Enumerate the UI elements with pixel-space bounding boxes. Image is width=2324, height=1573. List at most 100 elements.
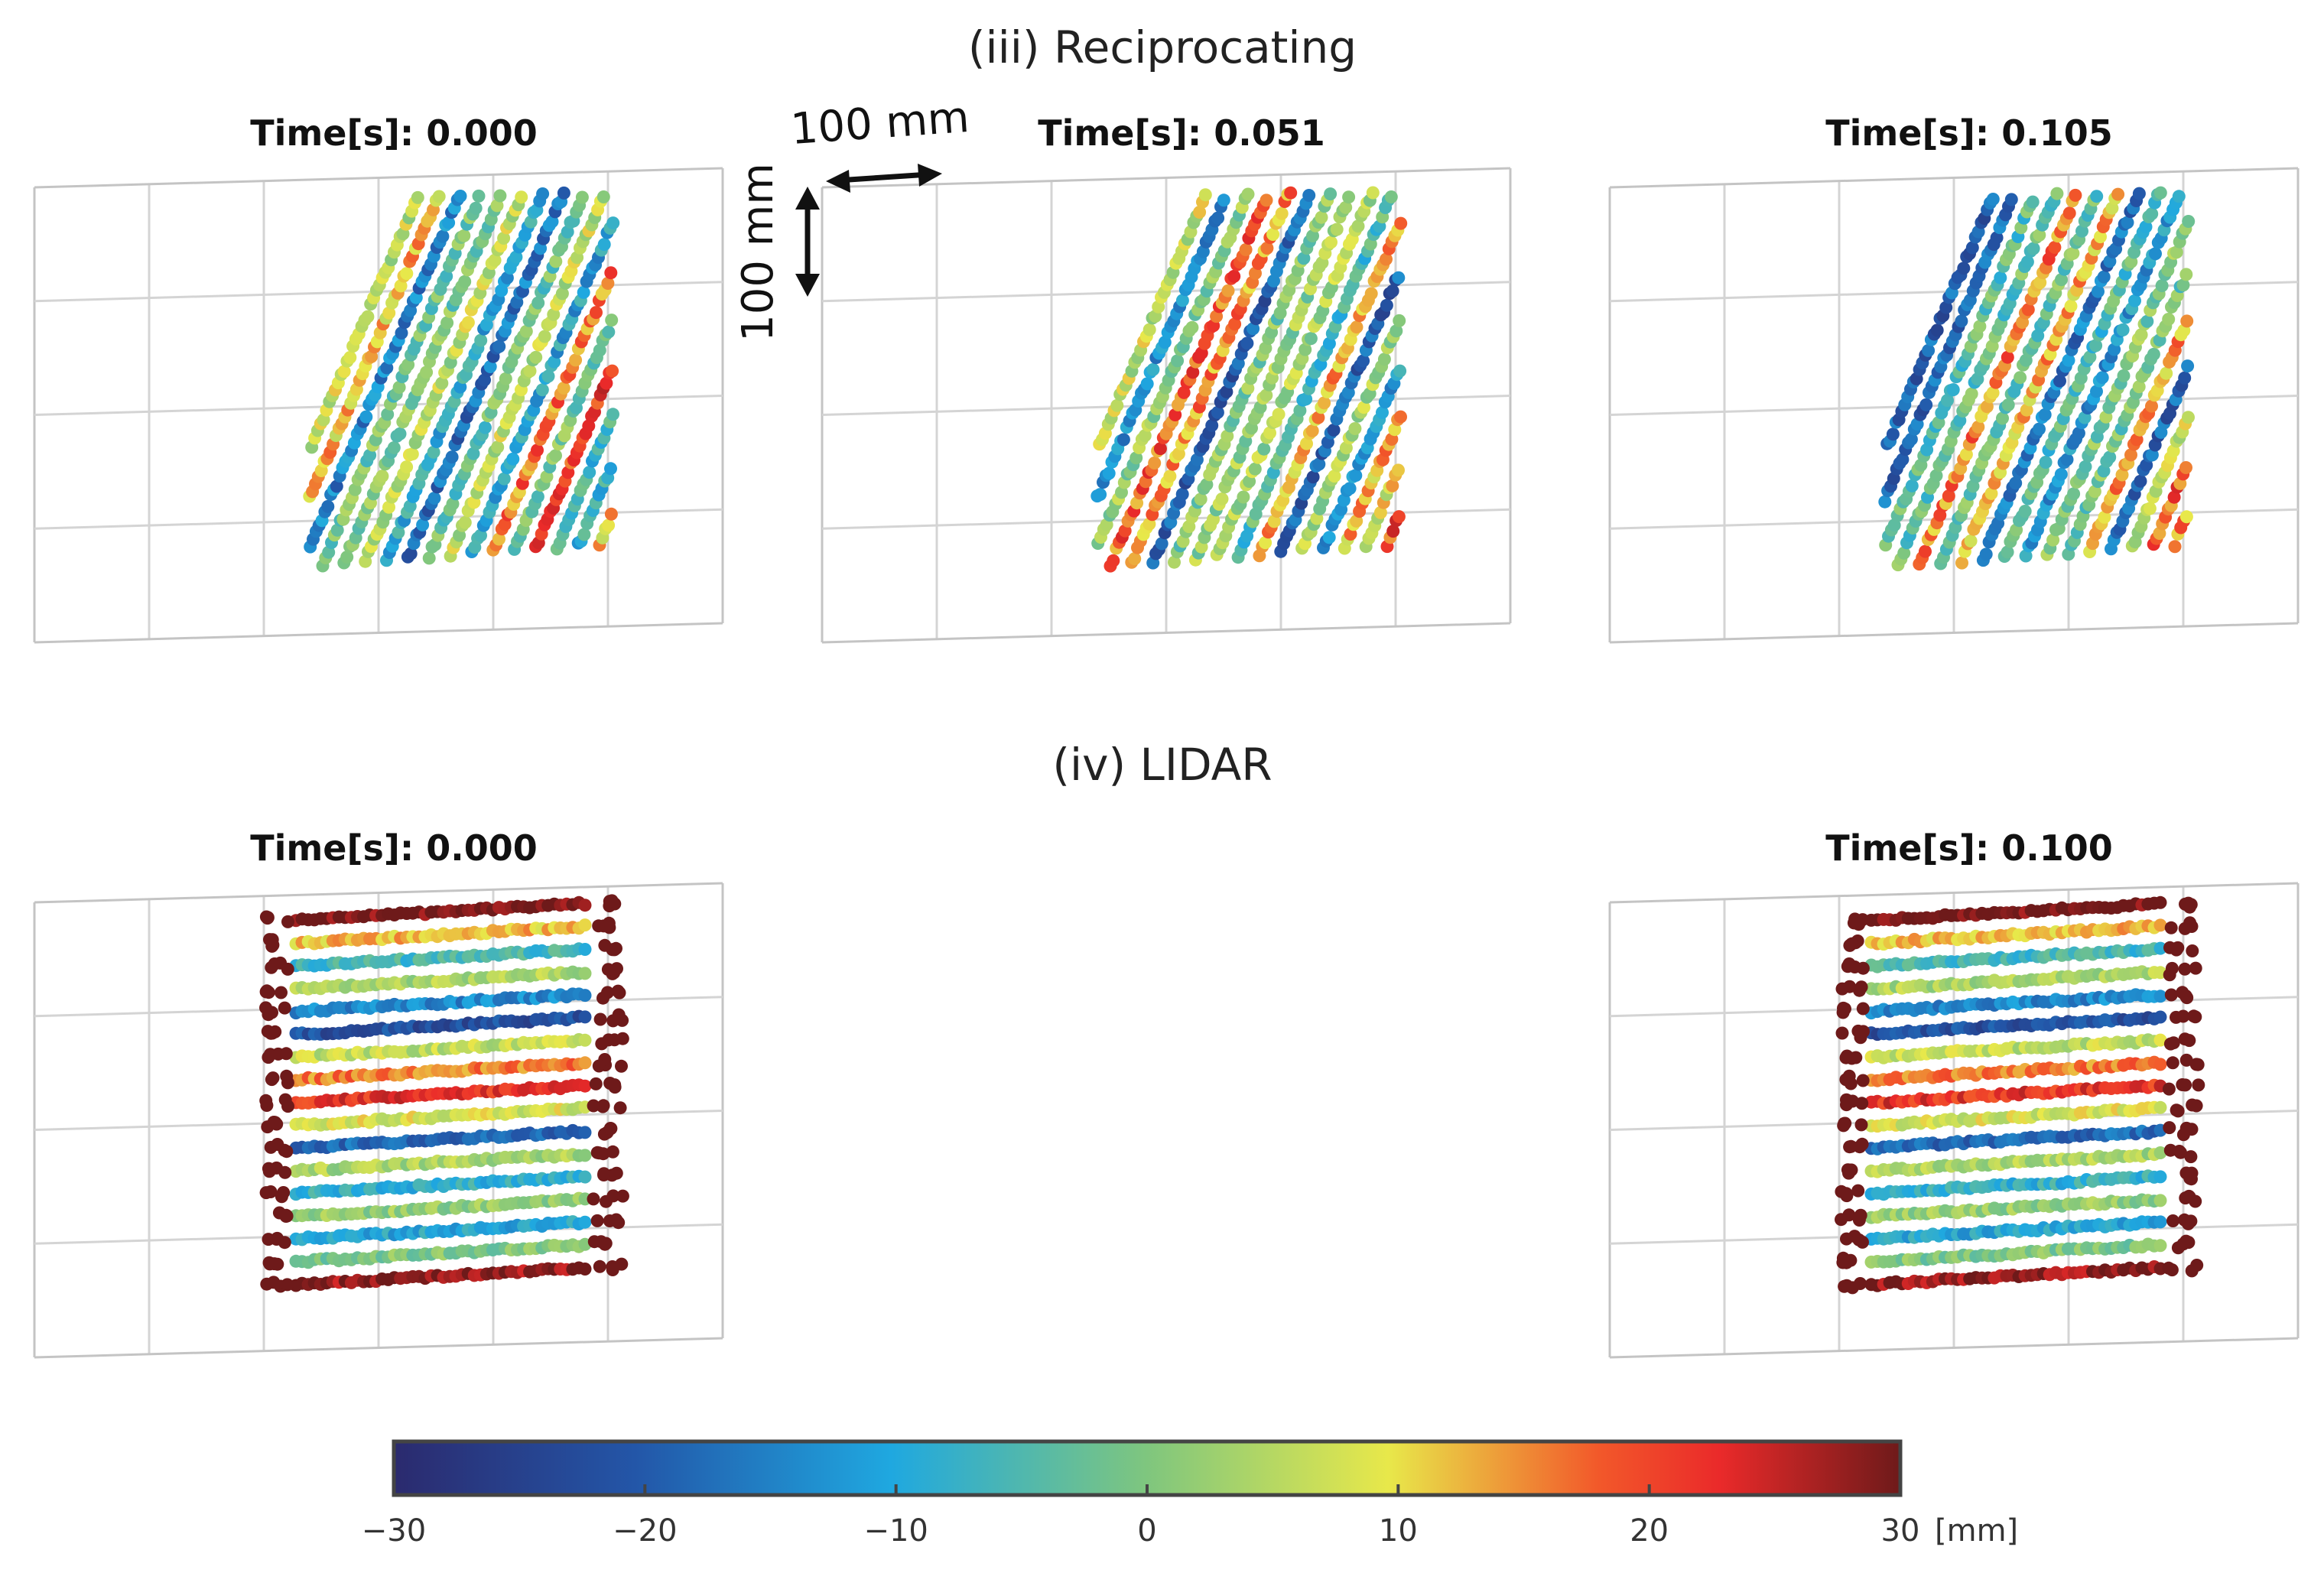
colorbar-tick-label: 20	[1630, 1513, 1669, 1549]
scatter-point	[2145, 207, 2159, 221]
scatter-point	[1964, 534, 1978, 548]
scatter-point	[1366, 186, 1380, 200]
scatter-point	[578, 1079, 592, 1093]
scatter-point	[2088, 485, 2101, 499]
scatter-point	[2103, 450, 2117, 464]
scatter-point	[1325, 236, 1338, 249]
scatter-point	[2001, 545, 2014, 559]
scatter-point	[2153, 1170, 2167, 1184]
scatter-point	[2170, 245, 2183, 259]
scatter-point	[405, 447, 419, 461]
scatter-point	[2098, 510, 2111, 524]
scatter-point	[1239, 243, 1253, 256]
scatter-point	[440, 269, 453, 283]
scatter-point	[411, 190, 424, 204]
scatter-point	[2192, 1078, 2205, 1092]
scatter-point	[1299, 392, 1313, 406]
scatter-point	[1840, 1232, 1853, 1246]
scatter-point	[1272, 408, 1286, 421]
scatter-point	[263, 933, 276, 947]
grid-line-horizontal	[34, 1337, 723, 1359]
section-title-reciprocating: (iii) Reciprocating	[968, 21, 1357, 73]
scatter-point	[1318, 396, 1331, 410]
scatter-point	[1300, 437, 1313, 450]
section-title-lidar: (iv) LIDAR	[1052, 739, 1272, 791]
scatter-point	[264, 1185, 278, 1198]
colorbar-tick-label: −30	[362, 1513, 426, 1549]
scatter-point	[2153, 1215, 2167, 1229]
scatter-point	[375, 470, 389, 483]
scatter-point	[2115, 468, 2129, 482]
scatter-point	[578, 899, 592, 912]
scatter-point	[2089, 339, 2103, 353]
scatter-point	[1394, 410, 1407, 424]
scatter-point	[2176, 1009, 2190, 1023]
scatter-point	[1840, 1279, 1854, 1292]
scatter-point	[392, 525, 405, 539]
scatter-point	[2053, 374, 2066, 388]
scatter-point	[1392, 271, 1406, 284]
scatter-point	[2079, 460, 2092, 473]
scatter-point	[2097, 270, 2111, 284]
scatter-point	[582, 419, 596, 433]
scatter-point	[458, 515, 472, 529]
scatter-point	[608, 1081, 622, 1094]
scatter-point	[592, 1059, 606, 1073]
scatter-point	[1249, 266, 1262, 280]
scatter-point	[593, 343, 606, 357]
scatter-point	[2179, 268, 2193, 281]
scatter-point	[363, 448, 377, 462]
scatter-point	[519, 324, 533, 338]
scatter-point	[442, 216, 456, 229]
scatter-point	[1846, 1094, 1859, 1108]
scatter-point	[2179, 989, 2192, 1003]
scatter-point	[1342, 190, 1356, 204]
scatter-point	[2153, 1146, 2167, 1159]
scatter-point	[578, 1263, 592, 1276]
scatter-point	[2083, 350, 2097, 364]
scatter-point	[604, 1122, 618, 1136]
panel-title: Time[s]: 0.000	[250, 112, 538, 154]
scatter-point	[453, 528, 466, 542]
scatter-point	[2075, 224, 2088, 238]
scale-arrow-horizontal	[826, 164, 942, 193]
scatter-point	[1349, 469, 1363, 483]
scatter-point	[606, 1014, 620, 1028]
scatter-point	[2187, 1009, 2201, 1023]
scatter-point	[2014, 371, 2027, 385]
scatter-point	[348, 483, 362, 496]
scatter-point	[1942, 489, 1955, 503]
scatter-point	[547, 307, 561, 321]
scatter-point	[453, 190, 467, 203]
scatter-point	[1260, 388, 1273, 402]
scatter-point	[445, 450, 459, 464]
scatter-point	[270, 1161, 284, 1175]
scatter-point	[394, 279, 408, 293]
scatter-point	[1377, 353, 1391, 366]
scatter-point	[2018, 505, 2032, 518]
scatter-point	[1994, 271, 2007, 284]
scatter-point	[416, 518, 430, 531]
scatter-point	[1293, 404, 1307, 418]
scatter-point	[1904, 432, 1918, 446]
scatter-point	[1971, 420, 1985, 434]
panel-title: Time[s]: 0.100	[1825, 827, 2113, 869]
scatter-point	[270, 1117, 284, 1131]
scatter-points	[303, 186, 620, 573]
scatter-point	[1240, 336, 1254, 350]
scatter-point	[613, 986, 626, 999]
scatter-point	[1243, 475, 1256, 488]
scatter-point	[2182, 411, 2195, 424]
scatter-point	[2050, 187, 2064, 200]
scatter-point	[1886, 427, 1900, 441]
scatter-point	[2140, 314, 2154, 328]
scatter-point	[2004, 193, 2018, 206]
grid-line-horizontal	[34, 622, 723, 644]
scatter-point	[2179, 1121, 2193, 1135]
scatter-point	[281, 1278, 294, 1292]
scatter-point	[1364, 287, 1378, 301]
scatter-point	[392, 381, 406, 394]
scatter-point	[1193, 206, 1207, 219]
scatter-points	[1878, 186, 2196, 572]
scatter-point	[2176, 1078, 2189, 1091]
